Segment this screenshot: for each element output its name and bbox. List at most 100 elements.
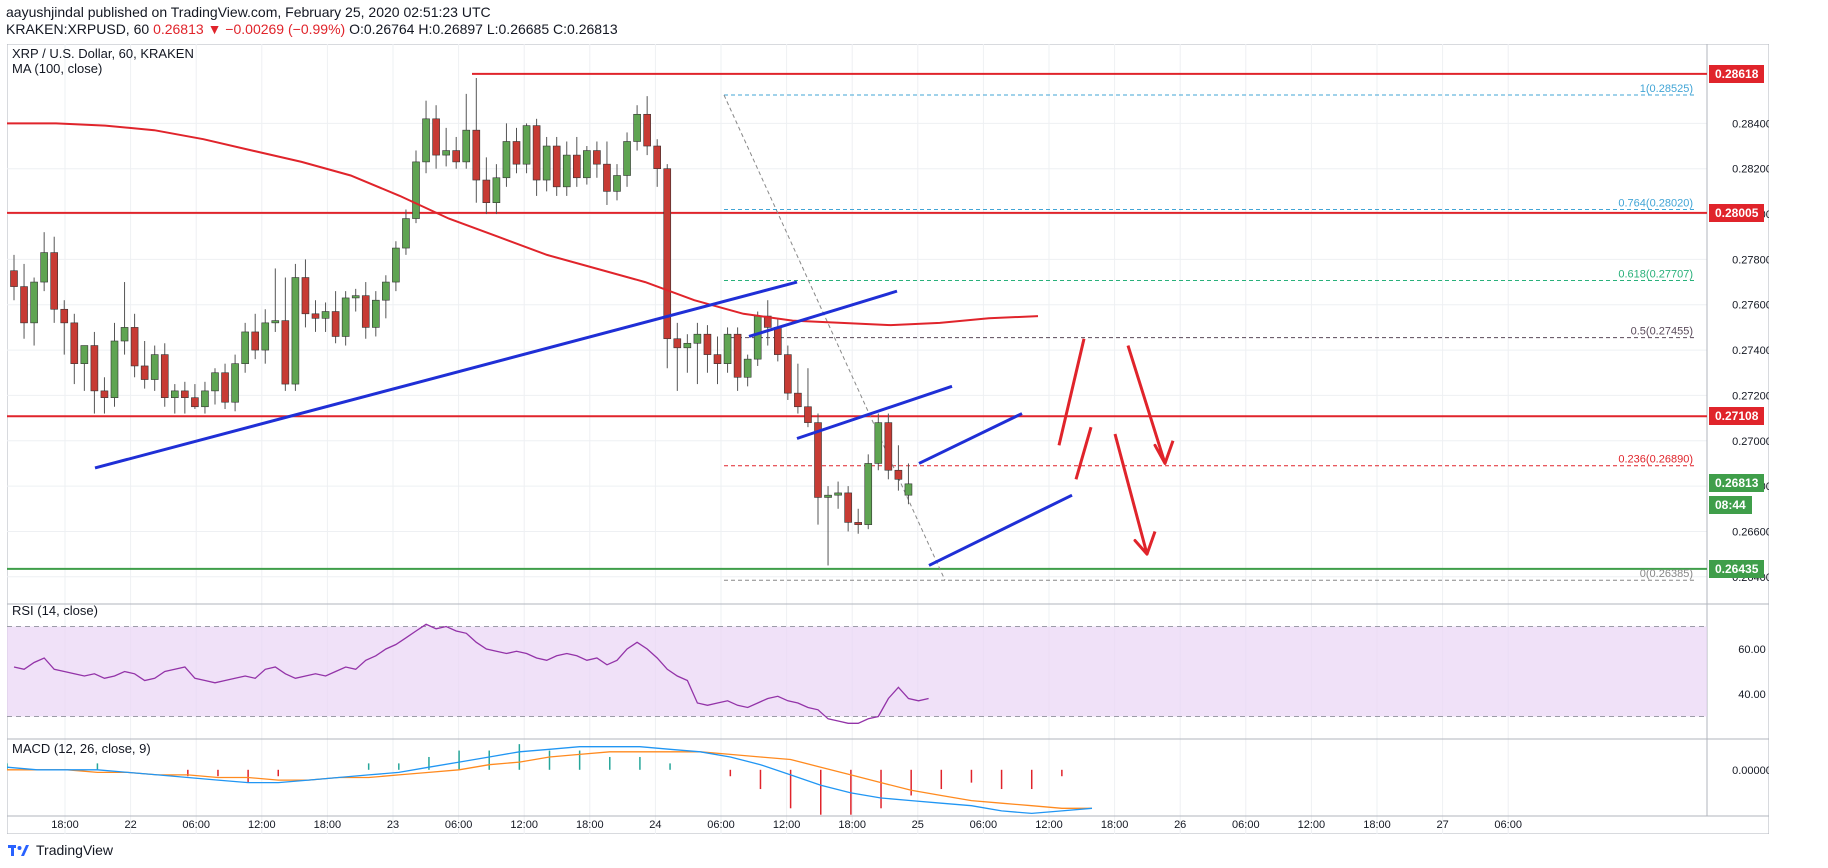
- candle: [70, 322, 79, 364]
- candle: [462, 129, 471, 163]
- candle: [50, 252, 59, 310]
- price-change: ▼ −0.00269 (−0.99%): [207, 21, 346, 37]
- publish-info: aayushjindal published on TradingView.co…: [6, 4, 491, 20]
- candle: [120, 327, 129, 342]
- candle: [562, 154, 571, 188]
- price-tag: 0.27108: [1709, 407, 1765, 426]
- price-chart[interactable]: 18:00 22 06:00 12:00 18:00 23 06:00 12:00 18:00 2…: [7, 44, 1769, 834]
- tradingview-brand: TradingView: [36, 842, 114, 858]
- y-tick-label: 0.27200: [1732, 390, 1769, 402]
- candle: [683, 342, 692, 349]
- trend-line: [748, 289, 898, 338]
- fib-level-label: 0.236(0.26890): [1618, 454, 1693, 466]
- chart-area[interactable]: 18:00 22 06:00 12:00 18:00 23 06:00 12:00 18:00 2…: [7, 44, 1769, 834]
- candle: [673, 338, 682, 349]
- candle: [713, 354, 722, 364]
- candle: [382, 281, 390, 301]
- candle: [884, 422, 893, 471]
- y-tick-label: 0.26600: [1732, 526, 1769, 538]
- candle: [211, 372, 219, 392]
- candle: [321, 311, 330, 319]
- x-tick-label: 06:00: [707, 819, 735, 831]
- candle: [874, 422, 883, 464]
- candle: [20, 286, 28, 324]
- fib-level-label: 1(0.28525): [1640, 83, 1693, 95]
- candle: [593, 150, 601, 165]
- projection-arrow: [1057, 338, 1086, 446]
- y-tick-label: 0.28200: [1732, 164, 1769, 176]
- x-tick-label: 24: [649, 819, 661, 831]
- footer: TradingView: [8, 842, 113, 858]
- x-tick-label: 06:00: [1494, 819, 1522, 831]
- candle: [633, 113, 641, 142]
- candle: [10, 270, 18, 287]
- projection-arrow: [1126, 345, 1175, 465]
- candle: [472, 129, 481, 181]
- candle: [291, 277, 300, 385]
- y-tick-label: 0.27400: [1732, 345, 1769, 357]
- candle: [824, 494, 832, 498]
- candle: [542, 145, 551, 181]
- candle: [261, 322, 270, 351]
- candle: [804, 406, 812, 423]
- candle: [130, 327, 139, 367]
- candle: [743, 358, 752, 378]
- candle: [532, 125, 541, 181]
- candle: [603, 163, 611, 192]
- trend-line: [94, 280, 798, 470]
- candle: [552, 145, 561, 188]
- candle: [844, 492, 852, 523]
- symbol-line: KRAKEN:XRPUSD, 60 0.26813 ▼ −0.00269 (−0…: [6, 21, 618, 38]
- candle: [784, 354, 792, 394]
- trend-line: [796, 384, 953, 440]
- x-tick-label: 18:00: [1363, 819, 1391, 831]
- macd-label: MACD (12, 26, close, 9): [12, 741, 151, 756]
- candle: [693, 333, 702, 344]
- trend-line: [928, 493, 1073, 567]
- trend-line: [918, 412, 1023, 465]
- candle: [231, 363, 239, 403]
- ma100-line: [7, 122, 1039, 327]
- candle: [331, 311, 340, 337]
- fib-level-label: 0(0.26385): [1640, 568, 1693, 580]
- y-tick-label: 0.27000: [1732, 436, 1769, 448]
- candle: [422, 118, 430, 163]
- candle: [864, 463, 873, 525]
- candles: [10, 78, 913, 566]
- x-tick-label: 12:00: [510, 819, 538, 831]
- x-tick-label: 12:00: [248, 819, 276, 831]
- candle: [583, 150, 591, 179]
- rsi-label: RSI (14, close): [12, 603, 98, 618]
- candle: [412, 161, 420, 219]
- candle: [181, 390, 189, 398]
- candle: [150, 354, 159, 380]
- candle: [794, 392, 802, 408]
- x-tick-label: 18:00: [314, 819, 342, 831]
- candle: [753, 315, 762, 360]
- candle: [201, 390, 209, 408]
- macd-tick-label: 0.00000: [1732, 765, 1769, 777]
- candle: [160, 354, 169, 398]
- candle: [834, 492, 842, 496]
- candle: [653, 145, 662, 169]
- price-tag: 08:44: [1709, 496, 1752, 515]
- candle: [110, 340, 119, 398]
- candle: [140, 365, 149, 380]
- projection-arrow: [1113, 433, 1157, 556]
- candle: [613, 175, 621, 192]
- candle: [191, 397, 199, 408]
- price-tag: 0.26813: [1709, 474, 1765, 493]
- candle: [341, 297, 350, 337]
- rsi-tick-label: 40.00: [1738, 689, 1766, 701]
- price-tag: 0.28618: [1709, 64, 1765, 83]
- candle: [30, 281, 38, 324]
- x-tick-label: 06:00: [1232, 819, 1260, 831]
- macd-line: [7, 746, 1093, 815]
- candle: [281, 320, 290, 385]
- candle: [351, 295, 360, 299]
- candle: [723, 333, 732, 364]
- candle: [371, 299, 380, 328]
- candle: [904, 483, 913, 496]
- x-tick-label: 06:00: [182, 819, 210, 831]
- candle: [522, 125, 531, 165]
